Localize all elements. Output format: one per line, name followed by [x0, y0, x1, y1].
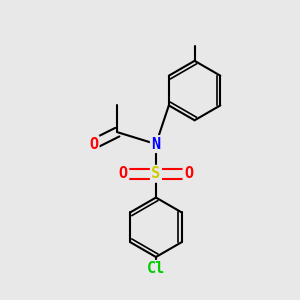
Text: O: O [184, 166, 193, 181]
Text: Cl: Cl [147, 261, 165, 276]
Text: O: O [89, 136, 98, 152]
Text: S: S [152, 166, 160, 181]
Text: N: N [152, 136, 160, 152]
Text: O: O [119, 166, 128, 181]
